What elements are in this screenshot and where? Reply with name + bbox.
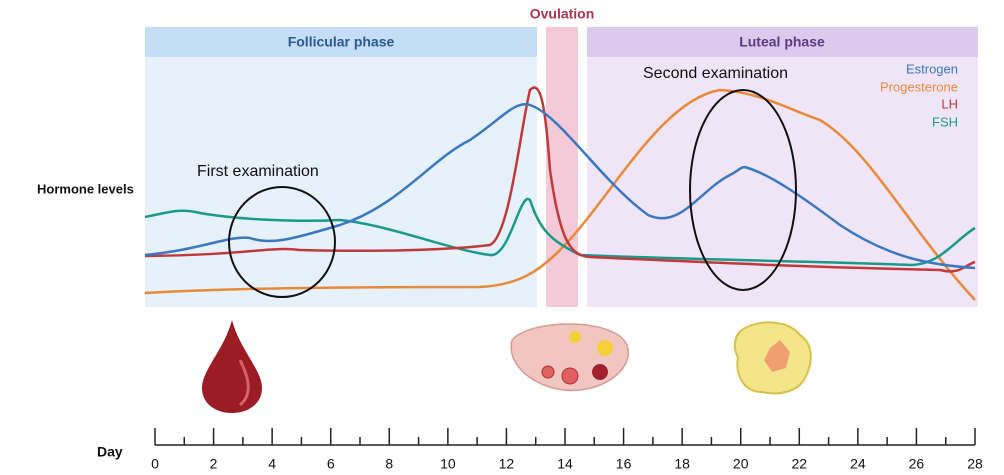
lh-curve [144, 86, 976, 273]
estrogen-curve [144, 102, 976, 270]
fsh-curve [144, 197, 976, 267]
day-tick-label: 18 [674, 456, 690, 472]
ovary-follicle [561, 367, 579, 385]
day-tick-label: 10 [440, 456, 456, 472]
day-tick-label: 4 [268, 456, 276, 472]
ovary-follicle [541, 365, 555, 379]
ovary-follicle [592, 364, 608, 380]
day-tick-label: 14 [557, 456, 573, 472]
legend-entry: LH [941, 96, 958, 111]
legend-entry: Estrogen [906, 61, 958, 76]
ovulation-band [546, 27, 578, 307]
exam-circle [228, 186, 336, 298]
day-tick-label: 0 [151, 456, 159, 472]
blood-drop-icon [202, 320, 262, 413]
day-tick-label: 24 [850, 456, 866, 472]
legend-entry: FSH [932, 114, 958, 129]
luteal-header [587, 27, 978, 57]
annotation: First examination [197, 163, 319, 180]
phase-label: Ovulation [530, 6, 595, 22]
x-label: Day [97, 444, 123, 460]
day-tick-label: 8 [385, 456, 393, 472]
day-tick-label: 26 [909, 456, 925, 472]
day-tick-label: 20 [733, 456, 749, 472]
ovary-follicle [569, 331, 581, 343]
y-label: Hormone levels [37, 181, 134, 196]
phase-label: Luteal phase [739, 34, 825, 50]
phase-label: Follicular phase [288, 34, 395, 50]
follicular-header [145, 27, 537, 57]
progesterone-curve [144, 88, 976, 301]
day-tick-label: 28 [967, 456, 983, 472]
legend-entry: Progesterone [880, 79, 958, 94]
day-tick-label: 12 [499, 456, 515, 472]
day-tick-label: 6 [327, 456, 335, 472]
follicular-band [145, 57, 537, 307]
ovary-follicle [597, 340, 613, 356]
day-tick-label: 2 [210, 456, 218, 472]
annotation: Second examination [643, 65, 788, 82]
corpus-luteum-core [764, 340, 790, 372]
blood-drop-highlight [238, 359, 250, 407]
day-tick-label: 22 [791, 456, 807, 472]
day-tick-label: 16 [616, 456, 632, 472]
exam-circle [689, 89, 797, 291]
